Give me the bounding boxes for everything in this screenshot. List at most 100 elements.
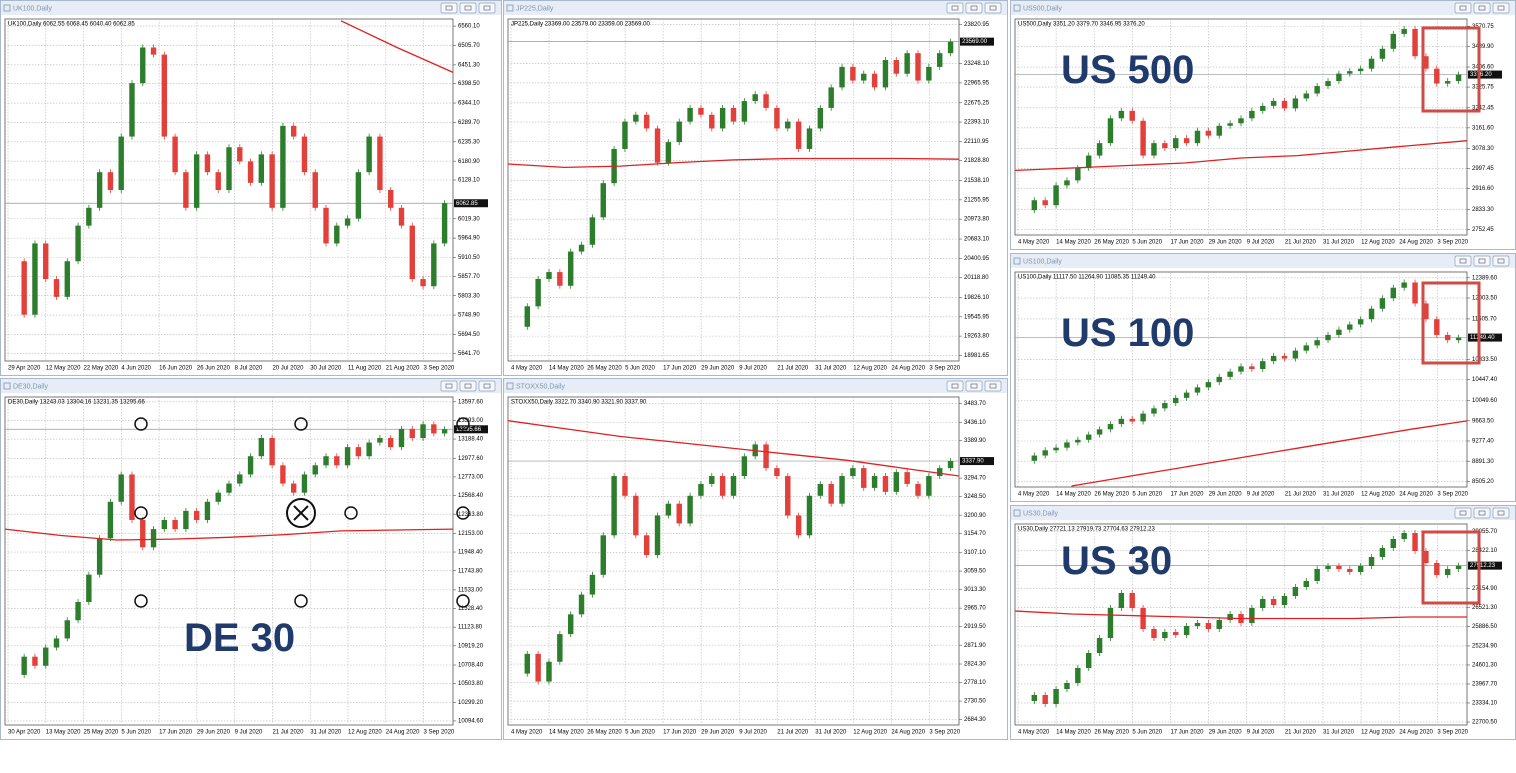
selection-handle[interactable]: [456, 594, 470, 608]
x-tick-label: 5 Jun 2020: [625, 730, 655, 736]
candle: [1238, 118, 1244, 124]
candle: [622, 476, 628, 496]
chart-header: STOXX50,Daily 3322.70 3340.90 3321.90 33…: [511, 400, 647, 406]
chart-window[interactable]: JP225,Daily 23820.95 23248.10 22965.95 22675…: [503, 0, 1008, 376]
close-button[interactable]: [478, 2, 496, 14]
candle: [1347, 71, 1353, 74]
x-tick-label: 17 Jun 2020: [1170, 730, 1204, 736]
candle: [1281, 355, 1288, 359]
candle: [1434, 319, 1440, 335]
candle: [1260, 105, 1266, 111]
candle: [344, 218, 351, 226]
candle: [1118, 593, 1125, 608]
close-button[interactable]: [1492, 2, 1510, 14]
candle: [32, 656, 38, 666]
x-tick-label: 9 Jul 2020: [1247, 492, 1275, 498]
chart-header: US30,Daily 27721.13 27919.73 27704.63 27…: [1018, 527, 1155, 533]
delete-handle[interactable]: [286, 498, 316, 528]
candle: [1303, 581, 1309, 587]
minimize-button[interactable]: [440, 380, 458, 392]
candle: [269, 154, 275, 208]
selection-handle[interactable]: [344, 506, 358, 520]
minimize-button[interactable]: [1454, 255, 1472, 267]
x-tick-label: 29 Jun 2020: [1209, 492, 1243, 498]
x-tick-label: 21 Jul 2020: [1285, 730, 1317, 736]
close-button[interactable]: [984, 380, 1002, 392]
candle: [861, 73, 867, 81]
close-button[interactable]: [478, 380, 496, 392]
candle: [806, 128, 813, 149]
selection-handle[interactable]: [134, 594, 148, 608]
candle: [409, 225, 415, 280]
selection-handle[interactable]: [456, 417, 470, 431]
selection-handle[interactable]: [456, 506, 470, 520]
selection-handle[interactable]: [134, 417, 148, 431]
y-tick-label: 6505.70: [458, 43, 480, 49]
chart-window[interactable]: US30,Daily 29055.70 28422.10 27154.90 26521.…: [1010, 505, 1516, 740]
chart-window[interactable]: US500,Daily 3570.75 3489.90 3406.60 3325.75 3…: [1010, 0, 1516, 250]
selection-handle[interactable]: [294, 417, 308, 431]
candle: [557, 634, 563, 662]
candle: [1455, 337, 1462, 341]
window-icon: [1013, 4, 1021, 12]
candle: [871, 476, 878, 488]
chart-canvas: STOXX50,Daily 3483.70 3436.10 3389.90 3294.7…: [504, 379, 1007, 736]
candle: [828, 87, 834, 108]
minimize-button-glyph: [445, 383, 453, 389]
candle: [1455, 565, 1462, 569]
maximize-button[interactable]: [1473, 2, 1491, 14]
close-button-glyph: [989, 5, 997, 11]
candle: [665, 142, 672, 163]
window-icon: [1013, 257, 1021, 265]
candle: [1194, 130, 1201, 144]
x-tick-label: 5 Jun 2020: [121, 730, 151, 736]
selection-handle[interactable]: [294, 594, 308, 608]
chart-window[interactable]: US100,Daily 12389.60 12003.50 11605.70 10833…: [1010, 253, 1516, 502]
window-title: US30,Daily: [1023, 510, 1059, 517]
maximize-button[interactable]: [1473, 507, 1491, 519]
chart-window[interactable]: STOXX50,Daily 3483.70 3436.10 3389.90 3294.7…: [503, 378, 1008, 740]
maximize-button[interactable]: [965, 2, 983, 14]
candle: [839, 66, 845, 88]
chart-window[interactable]: DE30,Daily 13597.60 13393.00 13188.40 12977.…: [0, 378, 502, 740]
candle: [75, 225, 81, 262]
close-button[interactable]: [984, 2, 1002, 14]
maximize-button[interactable]: [1473, 255, 1491, 267]
chart-canvas: DE30,Daily 13597.60 13393.00 13188.40 12977.…: [1, 379, 501, 736]
minimize-button[interactable]: [1454, 507, 1472, 519]
minimize-button[interactable]: [946, 380, 964, 392]
y-tick-label: 19263.80: [964, 334, 990, 340]
close-button-glyph: [1497, 510, 1505, 516]
candle: [524, 653, 530, 674]
x-tick-label: 4 Jun 2020: [121, 366, 151, 372]
selection-handle[interactable]: [134, 506, 148, 520]
candle: [1325, 81, 1331, 87]
candle: [1205, 130, 1212, 136]
close-button[interactable]: [1492, 255, 1510, 267]
minimize-button[interactable]: [440, 2, 458, 14]
chart-window[interactable]: UK100,Daily 6560.10 6505.70 6451.30 6398.50 6…: [0, 0, 502, 376]
close-button[interactable]: [1492, 507, 1510, 519]
x-tick-label: 3 Sep 2020: [929, 366, 960, 372]
candle: [1292, 350, 1299, 359]
minimize-button[interactable]: [1454, 2, 1472, 14]
candle: [431, 243, 437, 287]
x-tick-label: 9 Jul 2020: [1247, 240, 1275, 246]
y-tick-label: 11328.40: [458, 606, 483, 612]
candle: [1455, 74, 1462, 82]
y-tick-label: 3483.70: [964, 401, 986, 407]
candle: [806, 495, 813, 536]
candle: [1096, 638, 1103, 653]
maximize-button[interactable]: [459, 2, 477, 14]
minimize-button[interactable]: [946, 2, 964, 14]
x-tick-label: 26 May 2020: [1094, 492, 1129, 498]
candle: [215, 492, 221, 502]
moving-average: [340, 20, 454, 73]
candle: [947, 41, 954, 54]
x-tick-label: 26 Jun 2020: [197, 366, 231, 372]
maximize-button[interactable]: [459, 380, 477, 392]
x-tick-label: 5 Jun 2020: [1132, 492, 1162, 498]
window-title: US100,Daily: [1023, 258, 1062, 265]
maximize-button[interactable]: [965, 380, 983, 392]
candle: [53, 638, 60, 648]
